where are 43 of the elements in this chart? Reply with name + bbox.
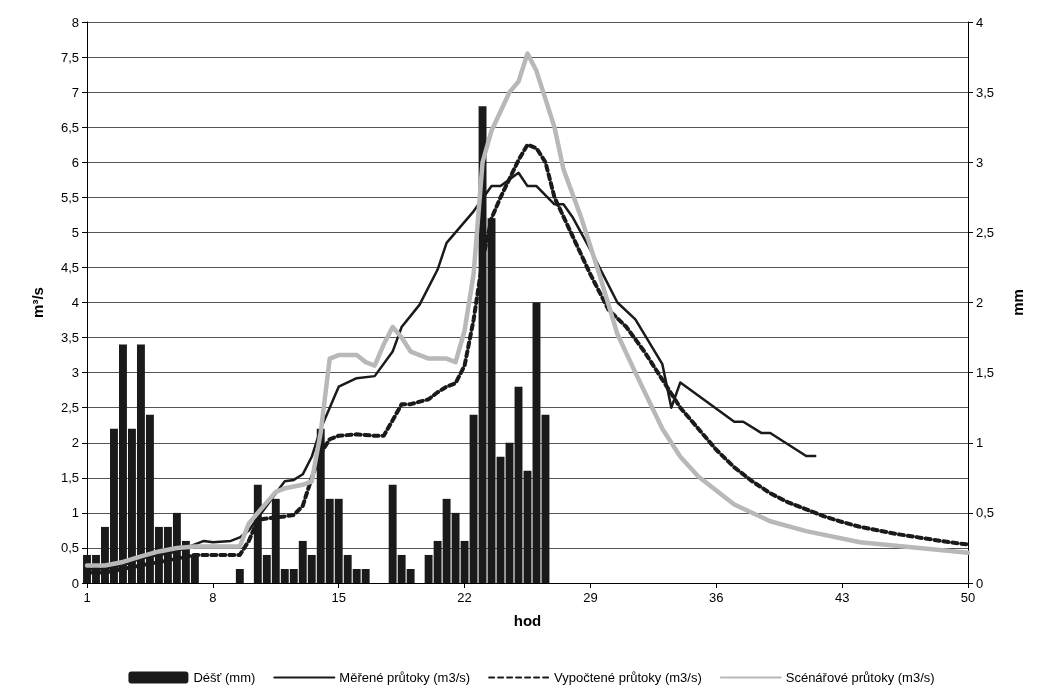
y-tick-label: 3,5 [60,330,79,346]
legend-label: Měřené průtoky (m3/s) [339,670,471,685]
x-tick-label: 1 [83,590,91,605]
y2-tick-label: 0,5 [976,505,995,521]
y-tick-label: 0 [71,575,79,591]
y2-tick-label: 1,5 [976,365,995,381]
y-tick-label: 4 [71,295,79,310]
y-tick-label: 4,5 [60,259,79,275]
y-tick-label: 5,5 [60,189,79,205]
y-tick-label: 6 [71,154,79,170]
legend-label: Scénářové průtoky (m3/s) [785,670,935,685]
y2-tick-label: 4 [976,14,984,30]
y2-tick-label: 3 [976,154,984,170]
y-tick-label: 3 [71,365,79,381]
y-tick-label: 6,5 [60,119,79,135]
line-series [84,51,971,568]
y-tick-label: 1 [71,505,79,521]
x-axis-title: hod [513,612,542,629]
legend-label: Vypočtené průtoky (m3/s) [554,670,702,685]
y2-tick-label: 3,5 [976,84,995,100]
y-axis-title: m³/s [29,287,46,318]
y2-tick-label: 2,5 [976,224,995,240]
y-tick-label: 7,5 [60,49,79,65]
y-tick-label: 7 [71,84,79,100]
y-tick-label: 1,5 [60,470,79,486]
x-tick-label: 36 [709,590,724,605]
x-tick-label: 22 [457,590,472,605]
y-tick-label: 2,5 [60,400,79,416]
bar [235,568,244,583]
x-tick-label: 8 [209,590,217,605]
y2-tick-label: 2 [976,295,984,310]
x-tick-label: 29 [583,590,598,605]
x-tick-label: 50 [960,590,976,605]
y-tick-label: 8 [71,14,79,30]
y-tick-label: 2 [71,435,79,451]
legend-label: Déšť (mm) [193,670,256,685]
y2-axis-title: mm [1009,289,1026,316]
y2-tick-label: 0 [976,575,984,591]
x-tick-label: 43 [834,590,850,605]
x-tick-label: 15 [331,590,346,605]
y-tick-label: 0,5 [60,540,79,556]
y2-tick-label: 1 [976,435,984,451]
y-tick-label: 5 [71,224,79,240]
